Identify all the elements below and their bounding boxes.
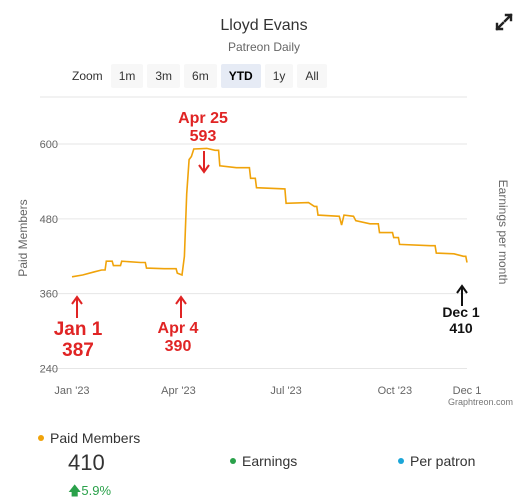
zoom-6m-button[interactable]: 6m	[184, 64, 217, 88]
y-axis-label: Paid Members	[16, 199, 30, 276]
up-arrow-icon: 🡅	[68, 483, 82, 498]
zoom-label: Zoom	[72, 69, 103, 83]
legend-per-patron-dot	[398, 458, 404, 464]
x-tick-label-2: Jul '23	[270, 385, 301, 397]
zoom-all-button[interactable]: All	[297, 64, 327, 88]
annotation-jan1: Jan 1 387	[46, 319, 110, 362]
line-chart: 240 360 480 600 Jan '23 Apr '23 Jul '23 Oct '2…	[16, 96, 513, 407]
legend-paid-members-dot	[38, 435, 44, 441]
paid-members-line	[71, 147, 468, 278]
x-tick-label-3: Oct '23	[378, 385, 413, 397]
legend-earnings[interactable]: Earnings	[230, 453, 297, 469]
annotation-dec1-value: 410	[449, 319, 473, 336]
chart-subtitle: Patreon Daily	[227, 40, 301, 54]
arrow-apr4-head	[175, 295, 187, 305]
annotation-apr4-date: Apr 4	[157, 320, 199, 337]
legend-per-patron-label: Per patron	[410, 453, 476, 469]
annotation-apr25: Apr 25 593	[168, 110, 238, 146]
zoom-1y-button[interactable]: 1y	[264, 64, 294, 88]
arrow-apr25-head	[198, 164, 210, 174]
legend-per-patron[interactable]: Per patron	[398, 453, 475, 469]
legend-paid-members-label: Paid Members	[50, 430, 141, 446]
expand-icon[interactable]	[494, 12, 514, 32]
graphtreon-credit[interactable]: Graphtreon.com	[448, 397, 513, 407]
grid-lines	[40, 96, 467, 369]
annotation-dec1: Dec 1 410	[432, 304, 490, 336]
annotation-apr4: Apr 4 390	[148, 320, 208, 356]
y-tick-label-600: 600	[40, 139, 58, 151]
zoom-3m-button[interactable]: 3m	[147, 64, 181, 88]
x-tick-label-4: Dec 1	[453, 385, 482, 397]
annotation-dec1-date: Dec 1	[442, 304, 480, 320]
arrow-dec1-head	[456, 284, 468, 294]
legend-earnings-dot	[230, 458, 236, 464]
y-tick-label-360: 360	[40, 289, 58, 301]
legend-paid-members[interactable]: Paid Members	[38, 430, 140, 446]
x-tick-label-0: Jan '23	[54, 385, 89, 397]
zoom-toolbar: Zoom 1m 3m 6m YTD 1y All	[72, 64, 327, 88]
y-axis-right-label: Earnings per month	[496, 180, 510, 285]
x-tick-label-1: Apr '23	[161, 385, 196, 397]
arrow-jan1-head	[71, 295, 83, 305]
x-axis-ticks: Jan '23 Apr '23 Jul '23 Oct '23 Dec 1	[54, 385, 481, 397]
paid-members-change: 🡅5.9%	[68, 482, 111, 504]
change-percent: 5.9%	[81, 483, 112, 498]
legend-earnings-label: Earnings	[242, 453, 298, 469]
y-tick-label-240: 240	[40, 364, 58, 376]
zoom-1m-button[interactable]: 1m	[110, 64, 144, 88]
chart-title: Lloyd Evans	[220, 17, 308, 34]
annotation-jan1-date: Jan 1	[53, 319, 103, 340]
zoom-ytd-button[interactable]: YTD	[220, 64, 261, 88]
paid-members-value: 410	[68, 450, 105, 475]
annotation-apr25-date: Apr 25	[178, 110, 228, 127]
annotation-apr25-value: 593	[189, 127, 217, 145]
y-tick-label-480: 480	[40, 214, 58, 226]
annotation-apr4-value: 390	[164, 337, 192, 355]
y-axis-ticks: 240 360 480 600	[40, 139, 58, 375]
annotation-jan1-value: 387	[62, 340, 94, 362]
annotation-arrows	[71, 151, 468, 318]
